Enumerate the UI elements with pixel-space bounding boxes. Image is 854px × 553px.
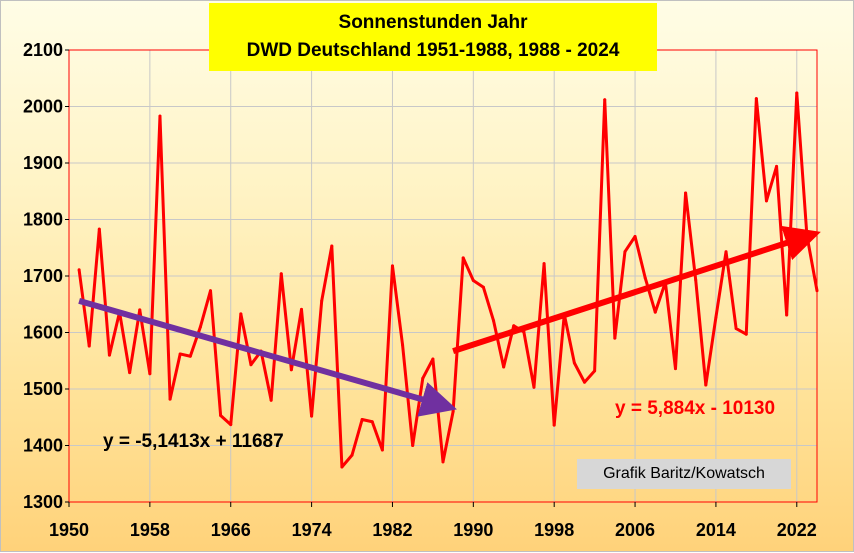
y-tick-label: 1600 [23, 323, 63, 343]
data-point [340, 465, 344, 469]
x-tick-label: 1974 [292, 520, 332, 540]
x-tick-label: 1982 [372, 520, 412, 540]
data-point [805, 233, 809, 237]
data-point [542, 262, 546, 266]
data-point [158, 114, 162, 118]
data-point [107, 353, 111, 357]
data-point [744, 332, 748, 336]
data-point [512, 324, 516, 328]
data-point [492, 319, 496, 323]
data-point [401, 343, 405, 347]
x-tick-label: 1998 [534, 520, 574, 540]
data-point [148, 372, 152, 376]
data-point [775, 164, 779, 168]
data-point [370, 420, 374, 424]
trend-equation-late: y = 5,884x - 10130 [615, 398, 776, 419]
data-point [299, 307, 303, 311]
y-tick-label: 1900 [23, 153, 63, 173]
data-point [178, 352, 182, 356]
trend-equation-early: y = -5,1413x + 11687 [103, 431, 284, 452]
trend-arrow-late [452, 225, 821, 354]
data-point [795, 91, 799, 95]
data-point [653, 310, 657, 314]
data-point [704, 383, 708, 387]
data-point [350, 453, 354, 457]
data-point [249, 363, 253, 367]
data-point [754, 97, 758, 101]
x-tick-label: 1950 [49, 520, 89, 540]
data-point [188, 354, 192, 358]
data-point [97, 227, 101, 231]
data-point [633, 234, 637, 238]
data-point [360, 418, 364, 422]
data-point [87, 344, 91, 348]
x-tick-label: 1990 [453, 520, 493, 540]
data-point [532, 385, 536, 389]
data-point [229, 423, 233, 427]
x-tick-label: 1958 [130, 520, 170, 540]
x-tick-label: 2022 [777, 520, 817, 540]
data-point [168, 397, 172, 401]
y-tick-label: 1700 [23, 266, 63, 286]
data-point [390, 264, 394, 268]
data-point [481, 285, 485, 289]
data-point [441, 460, 445, 464]
data-point [289, 368, 293, 372]
data-point [421, 376, 425, 380]
data-point [431, 357, 435, 361]
data-point [593, 369, 597, 373]
y-tick-label: 1800 [23, 210, 63, 230]
chart-title-line1: Sonnenstunden Jahr [338, 12, 528, 33]
data-point [673, 367, 677, 371]
data-point [623, 250, 627, 254]
x-tick-label: 2006 [615, 520, 655, 540]
chart-title-line2: DWD Deutschland 1951-1988, 1988 - 2024 [246, 40, 620, 61]
data-point [128, 371, 132, 375]
data-point [471, 279, 475, 283]
data-point [694, 278, 698, 282]
data-point [764, 199, 768, 203]
y-tick-label: 1300 [23, 492, 63, 512]
data-point [502, 365, 506, 369]
y-tick-label: 2000 [23, 97, 63, 117]
y-tick-label: 1500 [23, 379, 63, 399]
y-tick-label: 2100 [23, 40, 63, 60]
data-point [461, 256, 465, 260]
trend-arrow-early [78, 297, 457, 417]
data-point [77, 268, 81, 272]
data-point [613, 336, 617, 340]
data-point [734, 327, 738, 331]
data-point [209, 289, 213, 293]
data-point [219, 414, 223, 418]
y-tick-label: 1400 [23, 436, 63, 456]
data-point [724, 250, 728, 254]
data-point [785, 313, 789, 317]
data-point [603, 98, 607, 102]
chart-title-box: Sonnenstunden Jahr DWD Deutschland 1951-… [209, 3, 657, 71]
data-point [411, 444, 415, 447]
data-point [684, 191, 688, 195]
data-point [330, 244, 334, 248]
data-point [198, 325, 202, 329]
data-point [310, 414, 314, 418]
data-point [269, 398, 273, 402]
credit-label: Grafik Baritz/Kowatsch [577, 459, 791, 489]
data-point [451, 410, 455, 414]
data-point [643, 276, 647, 280]
series-line [77, 91, 819, 469]
data-point [380, 448, 384, 452]
data-point [583, 380, 587, 384]
data-point [552, 423, 556, 427]
data-point [320, 299, 324, 303]
x-tick-label: 1966 [211, 520, 251, 540]
x-tick-label: 2014 [696, 520, 736, 540]
data-point [815, 289, 819, 293]
data-point [714, 315, 718, 319]
data-point [138, 308, 142, 312]
data-point [279, 272, 283, 276]
data-point [572, 361, 576, 365]
data-point [239, 312, 243, 316]
